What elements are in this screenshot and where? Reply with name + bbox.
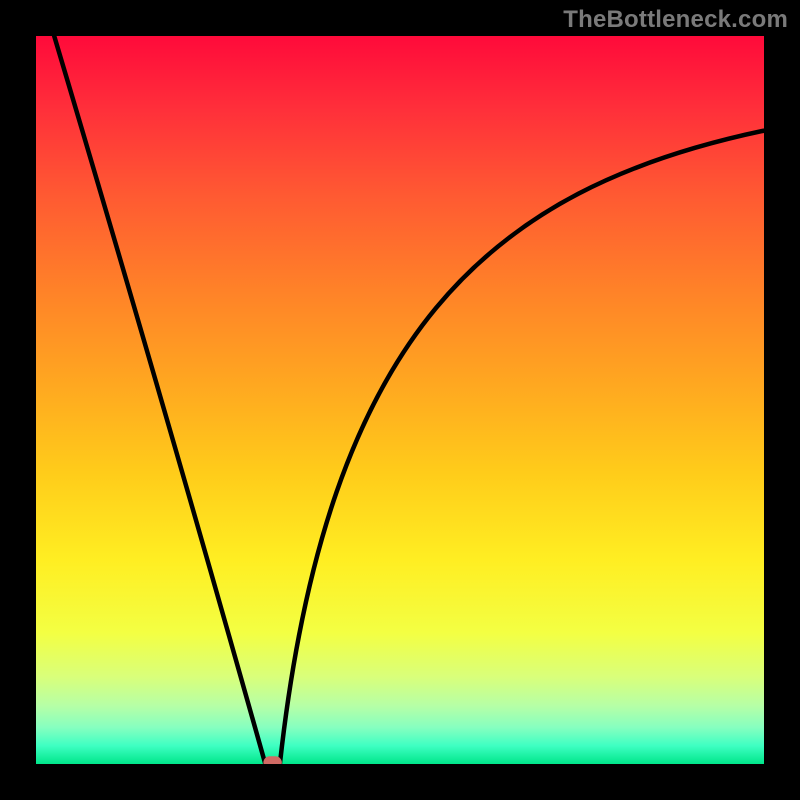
plot-background [36,36,764,764]
chart-svg [0,0,800,800]
stage: TheBottleneck.com [0,0,800,800]
watermark-text: TheBottleneck.com [563,6,788,34]
